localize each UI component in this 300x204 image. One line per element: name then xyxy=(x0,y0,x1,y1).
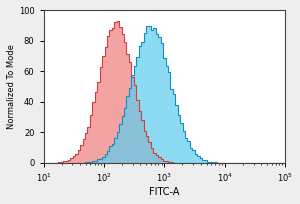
Y-axis label: Normalized To Mode: Normalized To Mode xyxy=(7,44,16,129)
X-axis label: FITC-A: FITC-A xyxy=(149,187,179,197)
